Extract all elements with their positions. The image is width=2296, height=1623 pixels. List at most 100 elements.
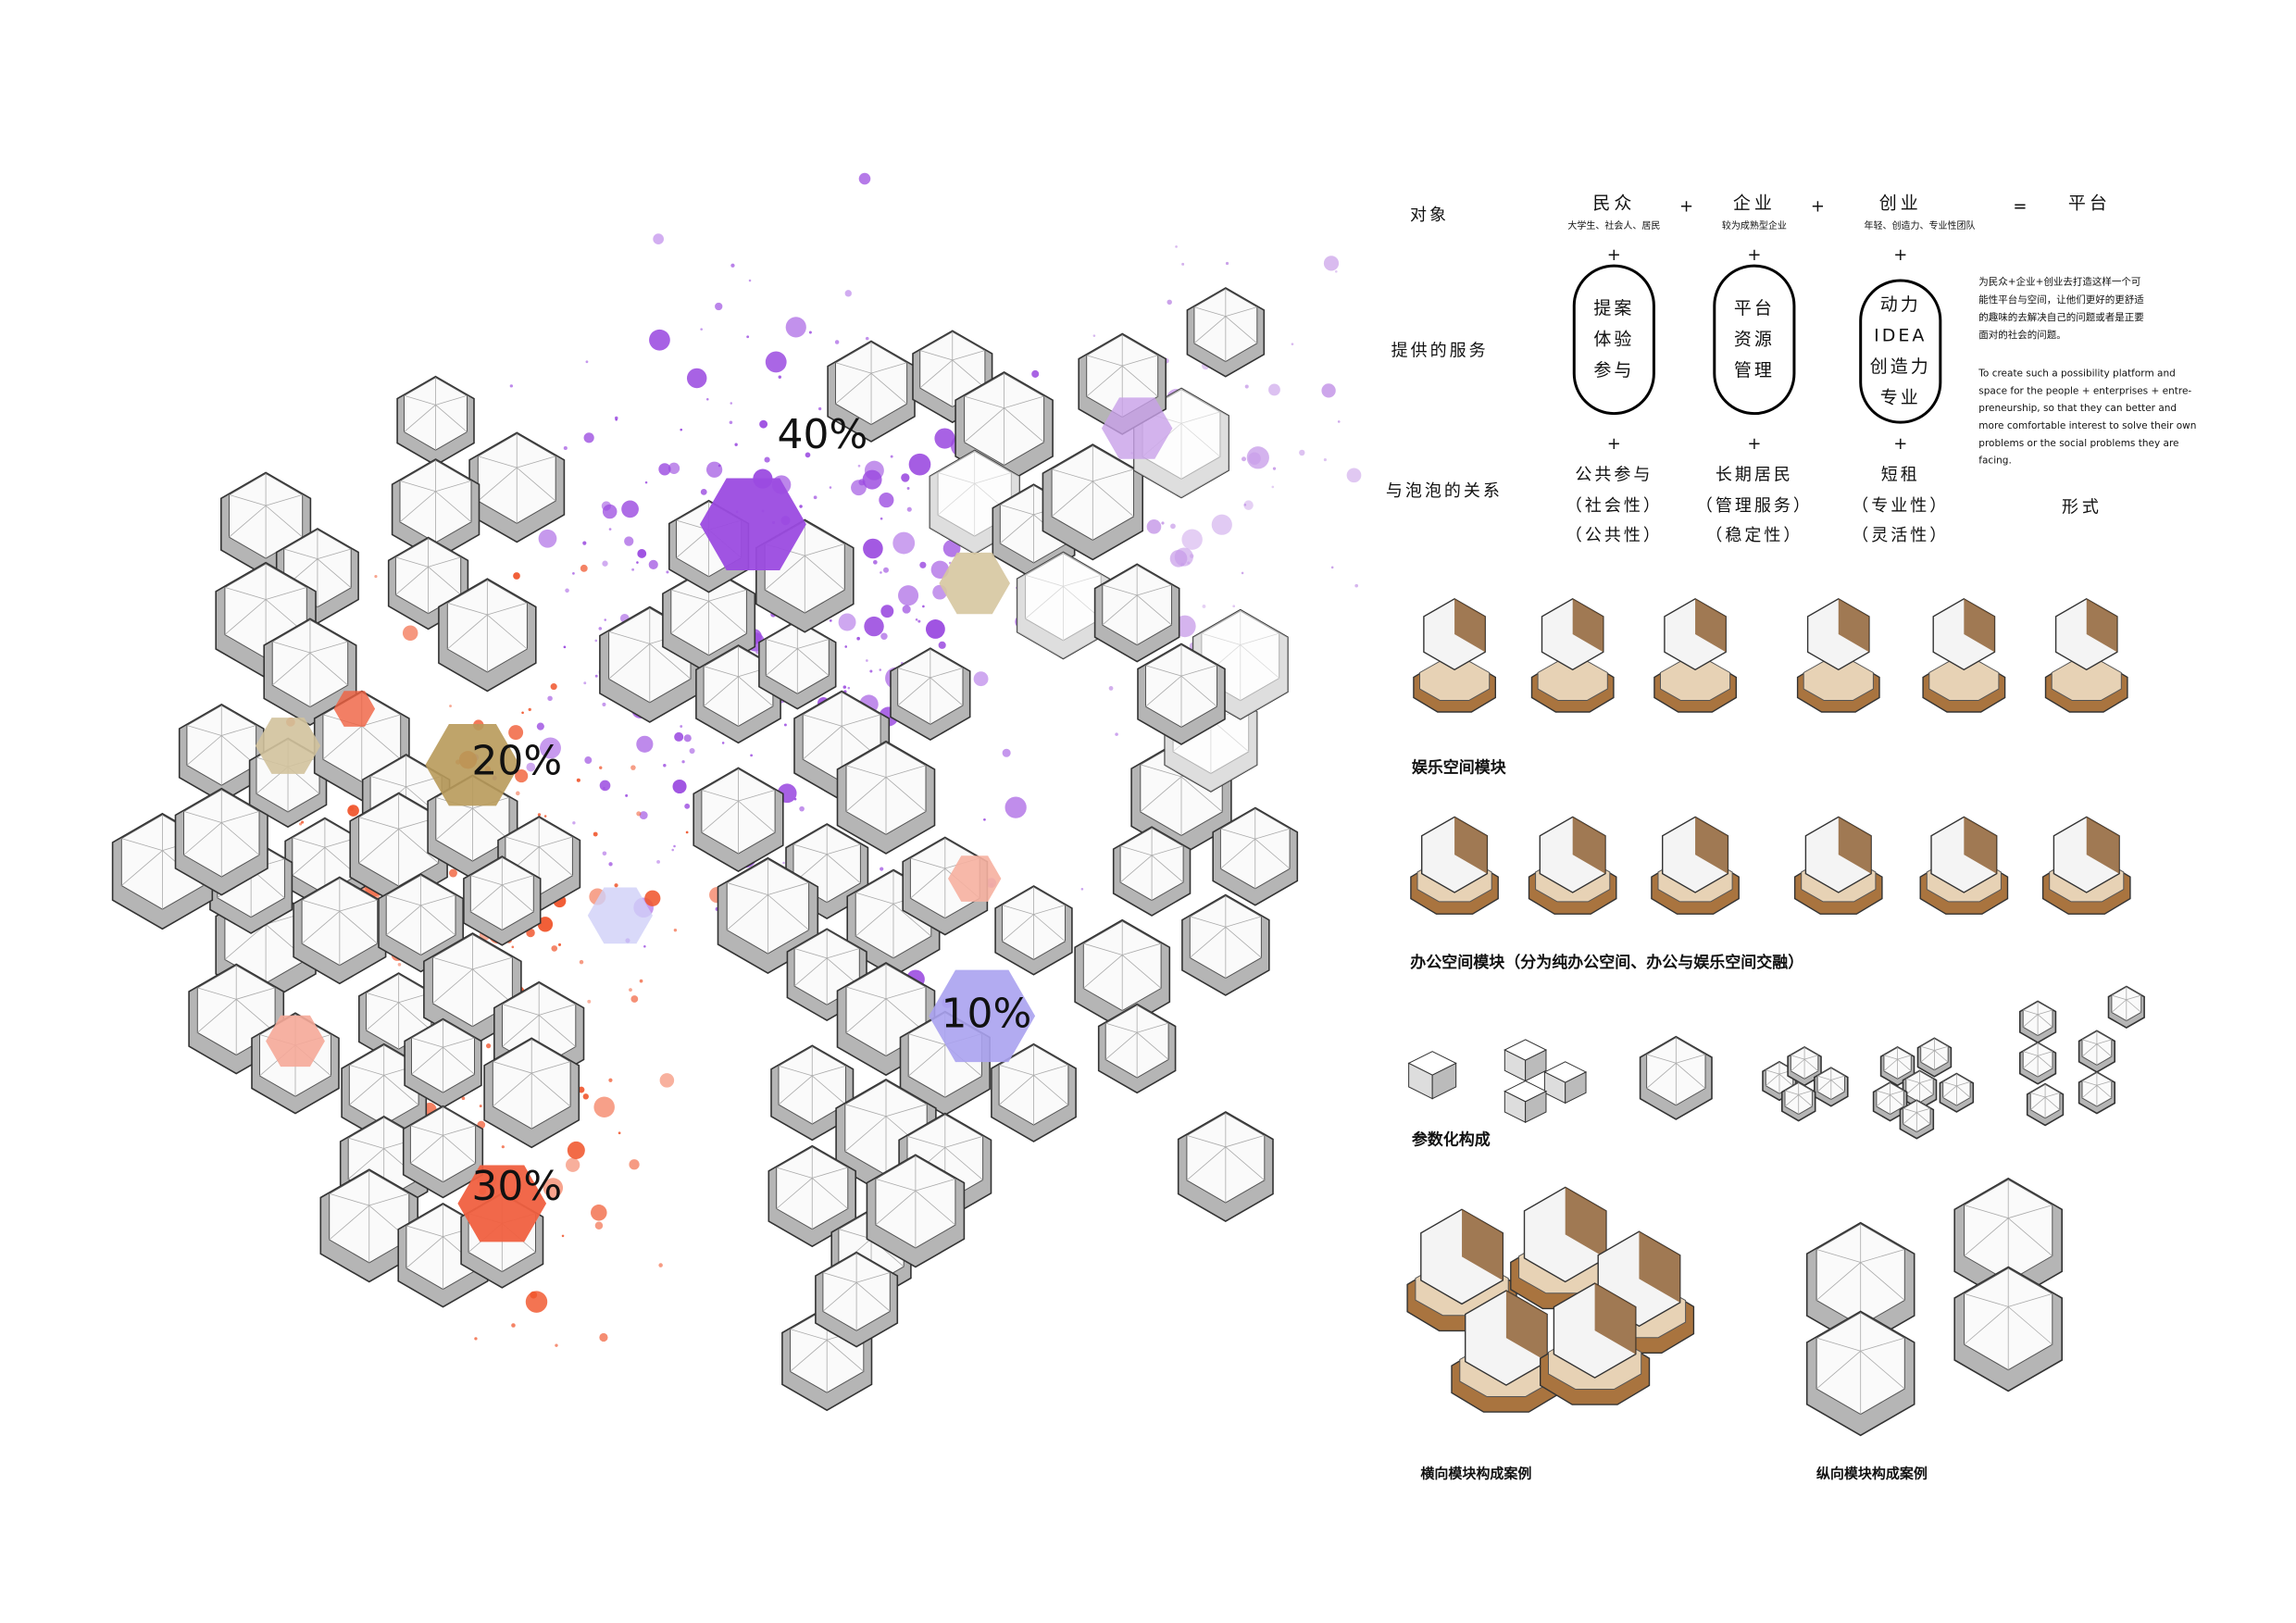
dome-rib [793, 957, 828, 987]
splatter-dot [637, 549, 647, 558]
dome-rib [1033, 914, 1066, 943]
dome-rib [493, 1072, 532, 1107]
splatter-dot [934, 428, 955, 449]
dome [1137, 643, 1226, 745]
dome-rib [1803, 1055, 1818, 1060]
dome-rib [952, 350, 986, 361]
module [1919, 816, 2009, 915]
splatter-dot [838, 613, 856, 631]
dome-rib [1105, 1022, 1138, 1033]
percent-label: 30% [471, 1163, 562, 1210]
plus-sign: + [1893, 245, 1907, 265]
module-roof-shade [1695, 817, 1728, 874]
dome-rib [835, 372, 872, 405]
dome-rib [472, 968, 513, 1005]
splatter-dot [636, 561, 639, 564]
module-roof-shade [1964, 598, 1995, 653]
dome-rib [1784, 1090, 1799, 1095]
splatter-dot [1299, 449, 1305, 456]
splatter-dot [563, 645, 567, 649]
relation-text: （公共性） [1566, 526, 1663, 545]
dome-rib [385, 905, 421, 936]
splatter-dot [672, 779, 687, 794]
dome-rib [435, 491, 472, 523]
module-floor [2051, 660, 2122, 701]
dome [767, 1144, 857, 1248]
splatter-dot [631, 568, 635, 571]
module-roof-shade [2086, 817, 2119, 874]
dome-rib [1919, 1082, 1934, 1095]
dome-rib [395, 566, 429, 595]
splatter-dot [778, 375, 782, 379]
splatter-dot [858, 172, 871, 185]
module [1793, 816, 1883, 915]
dome-rib [1052, 468, 1093, 482]
dome-cluster [111, 287, 2145, 1437]
dome-rib [670, 600, 709, 634]
dome-rib [1190, 916, 1226, 928]
dome-rib [827, 843, 861, 855]
dome-rib [764, 555, 805, 591]
splatter-dot [1189, 554, 1194, 558]
splatter-dot [511, 945, 515, 949]
module-roof-shade [1572, 817, 1605, 874]
dome-rib [812, 1167, 848, 1179]
dome-rib [1092, 481, 1134, 518]
module [1528, 816, 1617, 915]
row-label: 与泡泡的关系 [1386, 481, 1503, 501]
splatter-dot [1246, 446, 1269, 469]
splatter-dot [734, 443, 738, 446]
splatter-dot [799, 805, 805, 812]
dome-rib [776, 1167, 813, 1179]
dome-rib [1137, 584, 1172, 596]
splatter-dot [538, 529, 557, 548]
module [1539, 1282, 1651, 1405]
dome-rib [1916, 1107, 1931, 1113]
dome-rib [1102, 584, 1138, 596]
splatter-dot [526, 762, 536, 772]
splatter-dot [842, 685, 847, 689]
dome-rib [395, 556, 429, 568]
dome-rib [539, 836, 573, 848]
dome-rib [1193, 316, 1227, 344]
dome [836, 740, 936, 855]
dome [1639, 1035, 1713, 1120]
splatter-dot [880, 867, 884, 871]
relation-text: （灵活性） [1852, 526, 1949, 545]
dome-rib [897, 677, 931, 706]
splatter-dot [608, 1078, 613, 1082]
splatter-dot [653, 233, 664, 244]
splatter-dot [721, 742, 725, 744]
dome [1805, 1221, 1915, 1348]
splatter-dot [1146, 519, 1162, 534]
dome-rib [855, 1272, 891, 1283]
splatter-dot [1167, 299, 1172, 306]
dome-rib [999, 1064, 1034, 1076]
dome-rib [805, 543, 845, 556]
dome-rib [224, 587, 267, 600]
splatter-dot [759, 419, 768, 429]
column-name: 创业 [1879, 194, 1922, 214]
dome-rib [1816, 1080, 1832, 1092]
dome-rib [1180, 665, 1217, 677]
dome-rib [2007, 1217, 2053, 1256]
dome-rib [2037, 1014, 2053, 1028]
splatter-dot [1243, 504, 1247, 506]
dome-rib [443, 1134, 476, 1164]
dome-rib [885, 777, 927, 812]
dome-rib [1964, 1217, 2009, 1256]
splatter-dot [397, 962, 402, 967]
dome-rib [845, 986, 887, 1000]
dome-rib [411, 1037, 443, 1048]
splatter-dot [906, 506, 912, 512]
dome-rib [1000, 504, 1034, 516]
dome-rib [1816, 1350, 1861, 1390]
dome-rib [2096, 1080, 2112, 1086]
dome-rib [1002, 905, 1034, 916]
splatter-dot [671, 848, 674, 852]
splatter-dot [537, 917, 554, 932]
dome [2078, 1071, 2115, 1115]
section-label: 娱乐空间模块 [1412, 757, 1507, 777]
splatter-dot [594, 1221, 604, 1230]
splatter-dot [572, 821, 576, 825]
